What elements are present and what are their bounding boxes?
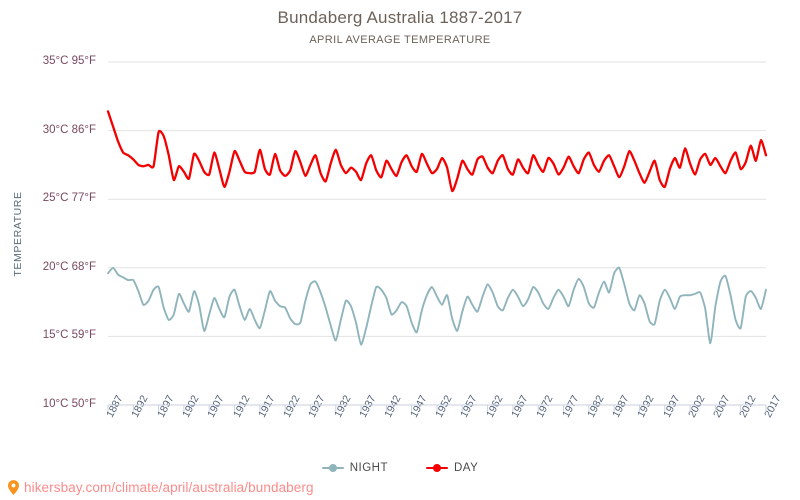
y-tick-label: 35°C 95°F <box>42 55 96 67</box>
y-axis-ticks: 35°C 95°F 30°C 86°F 25°C 77°F 20°C 68°F 15°C… <box>0 0 96 500</box>
night-line-icon <box>321 463 344 473</box>
legend-item-day[interactable]: DAY <box>425 462 479 474</box>
series-line-night <box>107 266 767 346</box>
day-line-icon <box>425 463 448 473</box>
y-tick-label: 30°C 86°F <box>42 123 96 136</box>
chart-legend: NIGHT DAY <box>0 462 800 474</box>
source-link[interactable]: hikersbay.com/climate/april/australia/bu… <box>8 480 314 495</box>
chart-subtitle: APRIL AVERAGE TEMPERATURE <box>309 34 491 46</box>
series-line-day <box>106 110 768 193</box>
legend-label-day: DAY <box>453 462 479 474</box>
y-tick-label: 15°C 59°F <box>42 329 96 342</box>
legend-label-night: NIGHT <box>349 462 388 474</box>
page-title: Bundaberg Australia 1887-2017 <box>277 8 523 27</box>
location-pin-icon <box>8 480 19 495</box>
y-tick-label: 10°C 50°F <box>42 398 96 410</box>
legend-item-night[interactable]: NIGHT <box>321 462 388 474</box>
source-url-text: hikersbay.com/climate/april/australia/bu… <box>24 480 314 495</box>
y-tick-label: 25°C 77°F <box>42 192 96 205</box>
y-tick-label: 20°C 68°F <box>42 260 96 273</box>
